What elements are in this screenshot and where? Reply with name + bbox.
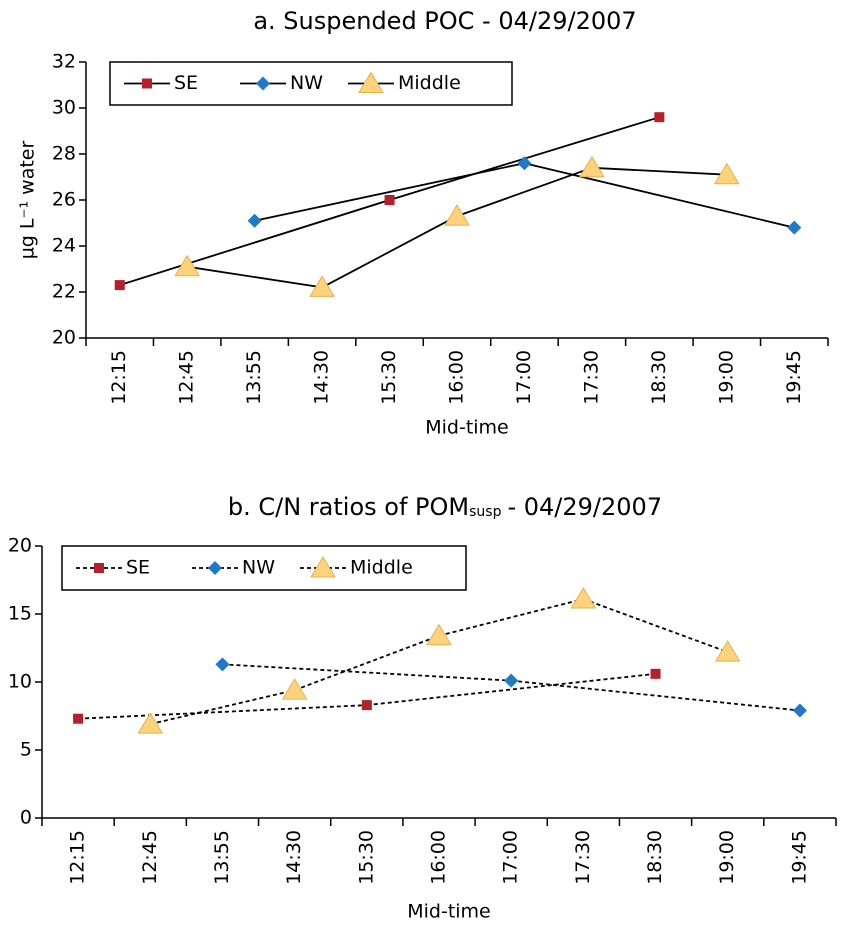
- title-part: susp: [469, 504, 501, 520]
- series-line: [254, 162, 525, 222]
- y-tick-label: 26: [52, 189, 76, 211]
- y-tick-label: 32: [52, 51, 76, 73]
- legend-label: SE: [126, 557, 150, 579]
- x-tick-label: 17:30: [572, 830, 594, 885]
- marker-triangle: [358, 71, 384, 93]
- marker-triangle: [579, 155, 605, 178]
- title-part: b. C/N ratios of POM: [228, 493, 469, 521]
- marker-square: [361, 700, 372, 711]
- marker-diamond: [208, 561, 222, 575]
- marker-square: [650, 668, 661, 679]
- legend-label: SE: [174, 72, 198, 94]
- legend-box: [109, 61, 513, 106]
- x-tick-label: 16:00: [446, 350, 468, 405]
- marker-triangle: [309, 275, 335, 297]
- legend-label: NW: [290, 72, 323, 94]
- series-line: [78, 704, 367, 720]
- legend-label: Middle: [350, 557, 413, 579]
- x-tick-label: 16:00: [428, 830, 450, 885]
- marker-square: [142, 78, 152, 89]
- marker-triangle: [570, 587, 597, 609]
- x-tick-label: 12:45: [176, 350, 198, 405]
- legend-label: NW: [242, 557, 275, 579]
- marker-square: [94, 563, 104, 573]
- marker-diamond: [787, 220, 802, 235]
- chart: b. C/N ratios of POMsusp - 04/29/2007 0 5 10…: [8, 493, 837, 923]
- y-tick-label: 5: [20, 739, 32, 761]
- y-axis-label: µg L⁻¹ water: [17, 141, 39, 260]
- marker-diamond: [792, 703, 807, 718]
- x-tick-label: 12:45: [139, 830, 161, 885]
- title-part: - 04/29/2007: [507, 493, 662, 521]
- x-tick-label: 15:30: [355, 830, 377, 885]
- x-axis-label: Mid-time: [425, 417, 509, 439]
- x-tick-label: 19:45: [788, 830, 810, 885]
- marker-square: [114, 280, 125, 291]
- x-tick-label: 19:00: [715, 350, 737, 405]
- y-tick-label: 20: [8, 535, 32, 557]
- series-line: [456, 166, 593, 217]
- marker-triangle: [310, 556, 336, 578]
- series-line: [583, 598, 729, 653]
- series-line: [591, 166, 727, 176]
- x-axis-label: Mid-time: [407, 901, 491, 923]
- x-tick-label: 19:45: [783, 350, 805, 405]
- marker-triangle: [714, 640, 741, 662]
- series-line: [187, 265, 323, 289]
- x-tick-label: 12:15: [108, 350, 130, 405]
- marker-diamond: [504, 673, 519, 688]
- series-line: [222, 663, 512, 682]
- x-tick-label: 14:30: [311, 350, 333, 405]
- series-line: [150, 689, 295, 726]
- marker-triangle: [444, 204, 470, 226]
- x-tick-label: 18:30: [648, 350, 670, 405]
- series-line: [119, 199, 390, 286]
- x-tick-label: 17:30: [580, 350, 602, 405]
- marker-square: [73, 713, 84, 724]
- series-line: [294, 634, 440, 692]
- legend-label: Middle: [398, 72, 461, 94]
- marker-diamond: [256, 76, 270, 91]
- x-tick-label: 13:55: [243, 350, 265, 405]
- x-tick-label: 13:55: [211, 830, 233, 885]
- y-tick-label: 30: [52, 97, 76, 119]
- series-line: [438, 598, 584, 637]
- y-tick-label: 0: [20, 807, 32, 829]
- y-tick-label: 10: [8, 671, 32, 693]
- x-tick-label: 19:00: [716, 830, 738, 885]
- marker-square: [654, 112, 665, 123]
- marker-diamond: [517, 156, 532, 171]
- y-tick-label: 20: [52, 327, 76, 349]
- y-tick-label: 28: [52, 143, 76, 165]
- marker-triangle: [713, 162, 740, 185]
- x-tick-label: 14:30: [283, 830, 305, 885]
- legend-box: [61, 545, 467, 591]
- marker-triangle: [174, 254, 201, 277]
- chart-title: a. Suspended POC - 04/29/2007: [253, 7, 636, 35]
- y-tick-label: 15: [8, 603, 32, 625]
- chart-title: b. C/N ratios of POMsusp - 04/29/2007: [228, 493, 662, 521]
- x-tick-label: 15:30: [378, 350, 400, 405]
- x-tick-label: 17:00: [513, 350, 535, 405]
- marker-diamond: [215, 657, 230, 672]
- marker-diamond: [247, 213, 262, 228]
- chart: a. Suspended POC - 04/29/2007 20 22 24 26 28 3…: [17, 7, 829, 439]
- marker-triangle: [281, 678, 308, 700]
- x-tick-label: 12:15: [67, 830, 89, 885]
- y-tick-label: 22: [52, 281, 76, 303]
- marker-square: [384, 195, 395, 205]
- series-line: [321, 215, 458, 289]
- marker-triangle: [137, 712, 164, 734]
- series-line: [524, 162, 795, 229]
- x-tick-label: 17:00: [500, 830, 522, 885]
- y-tick-label: 24: [52, 235, 76, 257]
- marker-triangle: [426, 623, 452, 646]
- series-line: [511, 679, 801, 712]
- x-tick-label: 18:30: [644, 830, 666, 885]
